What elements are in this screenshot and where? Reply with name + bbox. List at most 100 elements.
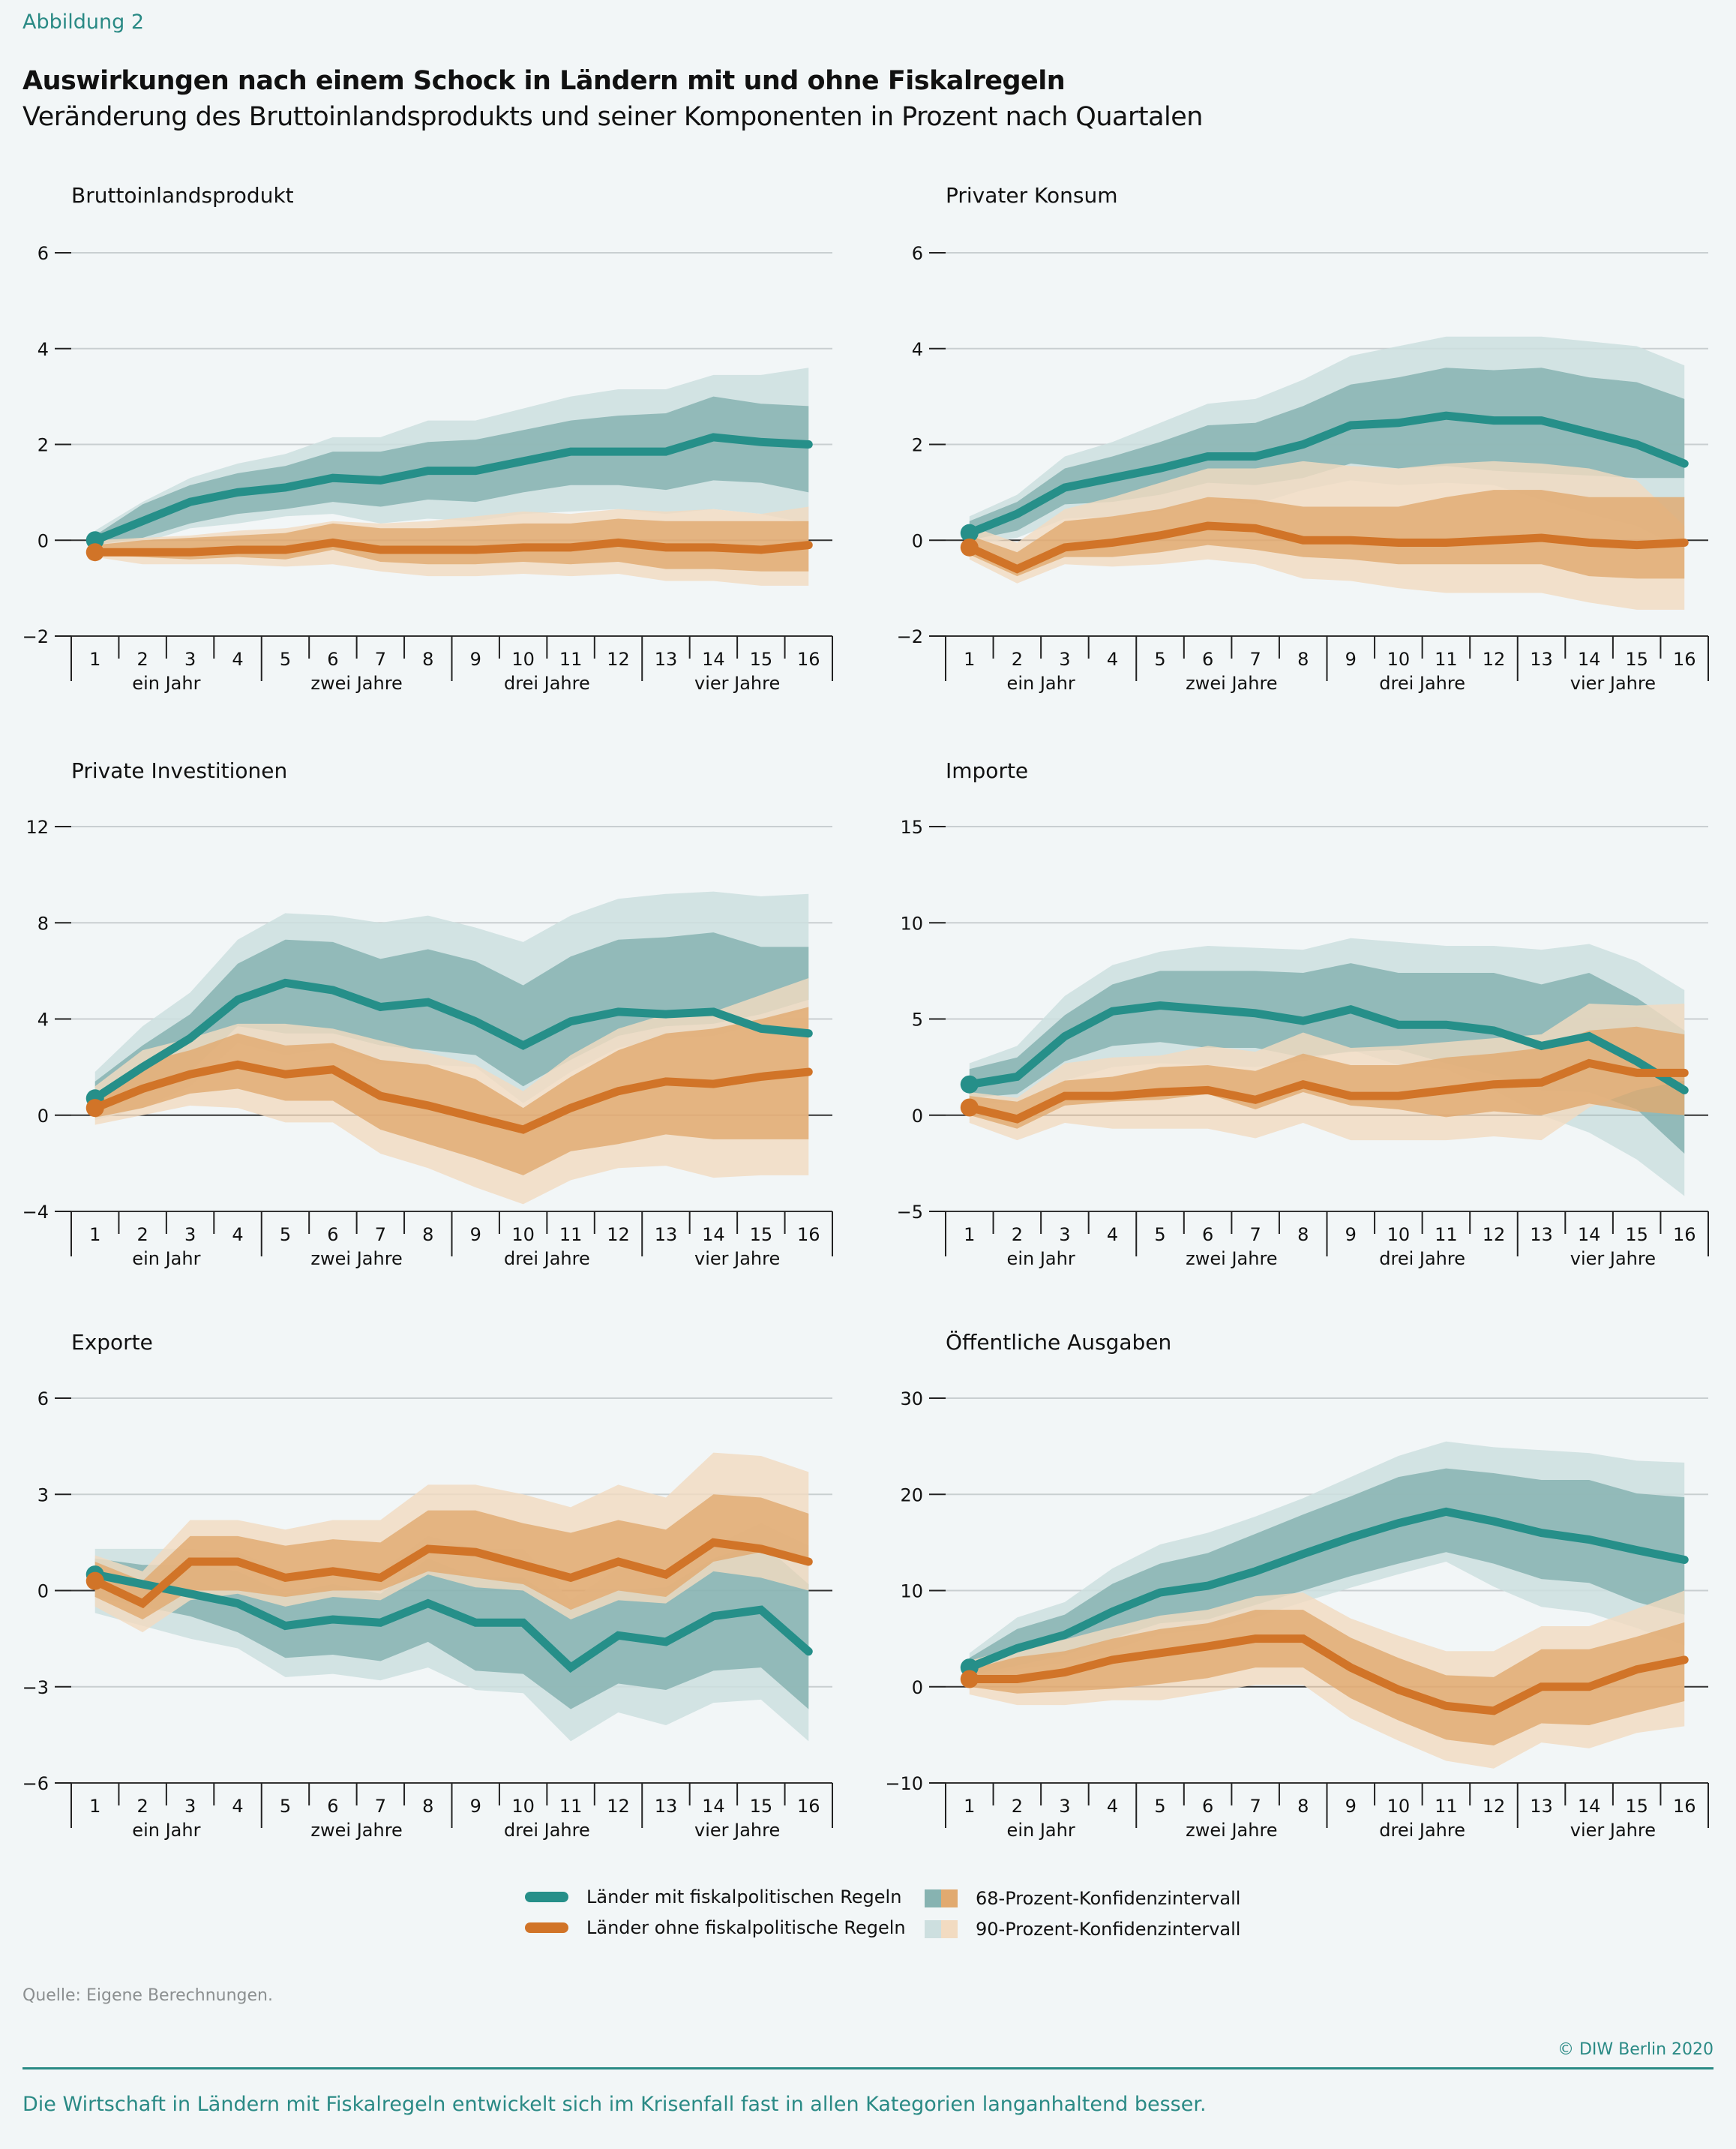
panel-title-importe: Importe — [946, 758, 1029, 783]
without-rules-start-marker — [960, 1670, 979, 1688]
x-tick-label: 6 — [1202, 649, 1213, 670]
x-group-label: ein Jahr — [1007, 1248, 1075, 1269]
x-group-label: vier Jahre — [694, 1248, 780, 1269]
x-tick-label: 16 — [1673, 1796, 1696, 1817]
x-tick-label: 13 — [655, 1224, 678, 1245]
x-group-label: ein Jahr — [1007, 1820, 1075, 1841]
x-tick-label: 1 — [964, 1224, 975, 1245]
y-tick-label: 15 — [900, 817, 923, 838]
x-tick-label: 15 — [1625, 649, 1648, 670]
x-tick-label: 9 — [470, 1796, 481, 1817]
x-tick-label: 14 — [702, 1796, 725, 1817]
x-tick-label: 6 — [327, 1796, 338, 1817]
x-tick-label: 13 — [1530, 1224, 1553, 1245]
x-group-label: vier Jahre — [1570, 673, 1656, 694]
y-tick-label: 0 — [912, 1106, 923, 1127]
with-rules-start-marker — [960, 1075, 979, 1094]
x-tick-label: 3 — [184, 1796, 196, 1817]
x-tick-label: 8 — [422, 1224, 433, 1245]
x-tick-label: 12 — [1483, 1796, 1506, 1817]
y-tick-label: 8 — [37, 913, 49, 934]
x-tick-label: 14 — [702, 1224, 725, 1245]
x-group-label: ein Jahr — [132, 673, 200, 694]
y-tick-label: 30 — [900, 1388, 923, 1409]
x-tick-label: 5 — [280, 1796, 291, 1817]
x-group-label: zwei Jahre — [310, 1248, 402, 1269]
y-tick-label: 3 — [37, 1484, 49, 1505]
panel-title-ausgaben: Öffentliche Ausgaben — [946, 1330, 1172, 1355]
divider — [22, 2067, 1714, 2069]
x-tick-label: 4 — [1107, 1224, 1118, 1245]
x-tick-label: 8 — [1297, 1796, 1309, 1817]
y-tick-label: 0 — [912, 1677, 923, 1698]
x-tick-label: 13 — [1530, 1796, 1553, 1817]
x-tick-label: 7 — [375, 1224, 386, 1245]
x-tick-label: 11 — [559, 1224, 583, 1245]
x-group-label: vier Jahre — [694, 1820, 780, 1841]
y-tick-label: 6 — [37, 243, 49, 264]
legend-label-without-rules: Länder ohne fiskalpolitische Regeln — [586, 1917, 906, 1938]
x-tick-label: 2 — [137, 1796, 148, 1817]
legend-line-without-rules — [525, 1922, 568, 1933]
x-tick-label: 4 — [232, 1224, 243, 1245]
with-rules-ci68-band — [94, 1542, 809, 1709]
x-tick-label: 11 — [559, 1796, 583, 1817]
x-tick-label: 11 — [559, 649, 583, 670]
x-tick-label: 5 — [1154, 649, 1165, 670]
legend-label-ci90: 90-Prozent-Konfidenzintervall — [976, 1919, 1241, 1940]
x-tick-label: 16 — [797, 1224, 820, 1245]
x-tick-label: 6 — [1202, 1224, 1213, 1245]
y-tick-label: 20 — [900, 1484, 923, 1505]
x-tick-label: 10 — [1387, 1224, 1411, 1245]
x-tick-label: 10 — [1387, 649, 1411, 670]
x-tick-label: 4 — [232, 649, 243, 670]
with-rules-line — [965, 1001, 1689, 1094]
x-tick-label: 1 — [89, 1224, 100, 1245]
source-note: Quelle: Eigene Berechnungen. — [22, 1986, 273, 2005]
x-group-label: zwei Jahre — [1186, 1248, 1277, 1269]
with-rules-line — [91, 1570, 813, 1673]
x-tick-label: 2 — [1012, 1224, 1023, 1245]
x-tick-label: 7 — [375, 1796, 386, 1817]
x-tick-label: 2 — [1012, 1796, 1023, 1817]
x-tick-label: 12 — [1483, 1224, 1506, 1245]
legend-item-ci68: 68-Prozent-Konfidenzintervall — [925, 1888, 1240, 1909]
x-group-label: drei Jahre — [504, 1248, 590, 1269]
x-tick-label: 4 — [232, 1796, 243, 1817]
legend-swatch-ci90-with — [925, 1920, 941, 1938]
y-tick-label: 6 — [912, 243, 923, 264]
x-tick-label: 6 — [327, 649, 338, 670]
x-tick-label: 3 — [1059, 649, 1070, 670]
copyright: © DIW Berlin 2020 — [1558, 2040, 1714, 2059]
x-tick-label: 10 — [511, 1224, 535, 1245]
without-rules-ci68-band — [94, 1007, 809, 1175]
y-tick-label: −10 — [885, 1773, 923, 1794]
y-tick-label: 0 — [37, 530, 49, 551]
x-group-label: zwei Jahre — [310, 1820, 402, 1841]
without-rules-start-marker — [85, 543, 104, 562]
x-tick-label: 2 — [137, 649, 148, 670]
y-tick-label: −4 — [22, 1202, 49, 1223]
x-tick-label: 16 — [1673, 649, 1696, 670]
y-tick-label: −2 — [897, 626, 923, 647]
y-tick-label: 4 — [37, 1010, 49, 1031]
figure-label: Abbildung 2 — [22, 11, 145, 34]
panel-title-bip: Bruttoinlandsprodukt — [71, 183, 294, 208]
y-tick-label: −5 — [897, 1202, 923, 1223]
x-tick-label: 11 — [1435, 1796, 1458, 1817]
legend-item-with-rules: Länder mit fiskalpolitischen Regeln — [525, 1886, 901, 1907]
with-rules-ci68-band — [94, 932, 809, 1113]
x-tick-label: 12 — [607, 1796, 630, 1817]
without-rules-line — [91, 1060, 813, 1134]
x-tick-label: 1 — [964, 649, 975, 670]
with-rules-line — [965, 411, 1689, 538]
x-group-label: drei Jahre — [504, 673, 590, 694]
legend-label-with-rules: Länder mit fiskalpolitischen Regeln — [586, 1886, 902, 1907]
x-tick-label: 13 — [655, 1796, 678, 1817]
x-tick-label: 1 — [89, 1796, 100, 1817]
x-tick-label: 5 — [1154, 1224, 1165, 1245]
